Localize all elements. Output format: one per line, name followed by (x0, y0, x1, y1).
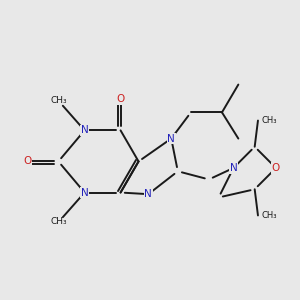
Text: N: N (145, 189, 152, 199)
Text: CH₃: CH₃ (50, 96, 67, 105)
Text: O: O (116, 94, 125, 104)
Text: CH₃: CH₃ (261, 211, 277, 220)
Text: CH₃: CH₃ (50, 218, 67, 226)
Text: N: N (81, 188, 88, 197)
Text: O: O (23, 157, 32, 166)
Text: N: N (230, 163, 237, 173)
Text: CH₃: CH₃ (261, 116, 277, 125)
Text: O: O (272, 163, 280, 173)
Text: N: N (167, 134, 175, 143)
Text: N: N (81, 125, 88, 135)
